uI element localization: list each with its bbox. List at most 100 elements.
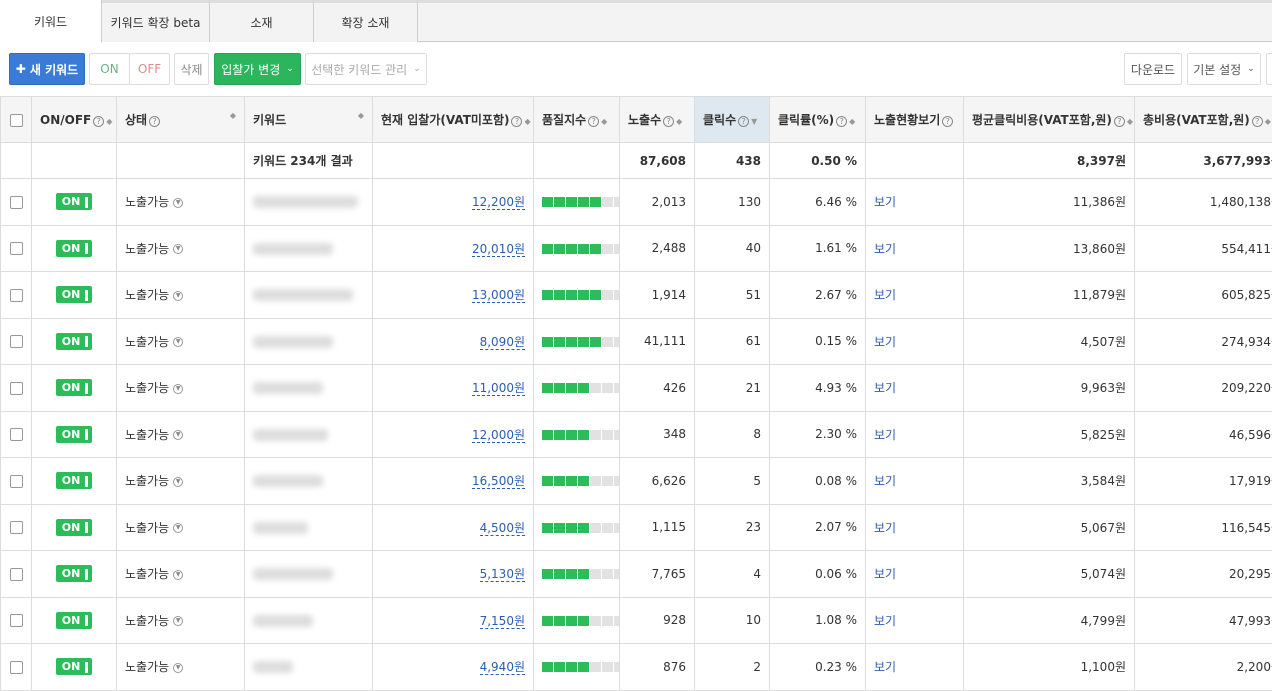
- chevron-down-circle-icon[interactable]: ▼: [173, 337, 183, 347]
- row-checkbox[interactable]: [10, 335, 23, 348]
- help-icon[interactable]: ?: [663, 116, 674, 127]
- view-link[interactable]: 보기: [874, 381, 896, 395]
- help-icon[interactable]: ?: [1252, 116, 1263, 127]
- tab-keyword-expansion[interactable]: 키워드 확장 beta: [102, 0, 210, 42]
- row-checkbox[interactable]: [10, 475, 23, 488]
- view-link[interactable]: 보기: [874, 521, 896, 535]
- column-header[interactable]: 평균클릭비용(VAT포함,원)?◆: [964, 97, 1135, 143]
- column-header[interactable]: 키워드◆: [245, 97, 373, 143]
- column-header[interactable]: 노출수?◆: [620, 97, 695, 143]
- onoff-toggle[interactable]: ON: [56, 193, 93, 210]
- sort-icon[interactable]: ◆: [358, 111, 364, 120]
- help-icon[interactable]: ?: [588, 116, 599, 127]
- row-select[interactable]: [1, 225, 32, 272]
- help-icon[interactable]: ?: [1114, 116, 1125, 127]
- bid-link[interactable]: 4,500원: [480, 521, 525, 536]
- bid-link[interactable]: 8,090원: [480, 335, 525, 350]
- row-checkbox[interactable]: [10, 568, 23, 581]
- help-icon[interactable]: ?: [149, 116, 160, 127]
- help-icon[interactable]: ?: [93, 116, 104, 127]
- chevron-down-circle-icon[interactable]: ▼: [173, 430, 183, 440]
- row-checkbox[interactable]: [10, 289, 23, 302]
- onoff-toggle[interactable]: ON: [56, 519, 93, 536]
- bid-link[interactable]: 16,500원: [472, 474, 525, 489]
- new-keyword-button[interactable]: ✚새 키워드: [9, 53, 85, 85]
- help-icon[interactable]: ?: [942, 116, 953, 127]
- row-select[interactable]: [1, 597, 32, 644]
- row-select[interactable]: [1, 272, 32, 319]
- view-link[interactable]: 보기: [874, 335, 896, 349]
- delete-button[interactable]: 삭제: [174, 53, 209, 85]
- chevron-down-circle-icon[interactable]: ▼: [173, 244, 183, 254]
- sort-icon[interactable]: ◆: [230, 111, 236, 120]
- row-select[interactable]: [1, 644, 32, 691]
- row-select[interactable]: [1, 411, 32, 458]
- row-checkbox[interactable]: [10, 382, 23, 395]
- tab-ad-creative[interactable]: 소재: [210, 0, 314, 42]
- view-link[interactable]: 보기: [874, 195, 896, 209]
- view-link[interactable]: 보기: [874, 428, 896, 442]
- row-checkbox[interactable]: [10, 521, 23, 534]
- more-button[interactable]: [1266, 53, 1272, 85]
- row-select[interactable]: [1, 551, 32, 598]
- onoff-toggle[interactable]: ON: [56, 472, 93, 489]
- chevron-down-circle-icon[interactable]: ▼: [173, 291, 183, 301]
- sort-icon[interactable]: ◆: [524, 117, 530, 126]
- column-header[interactable]: 품질지수?◆: [534, 97, 620, 143]
- column-header[interactable]: ON/OFF?◆: [32, 97, 117, 143]
- chevron-down-circle-icon[interactable]: ▼: [173, 198, 183, 208]
- sort-icon[interactable]: ◆: [676, 117, 682, 126]
- help-icon[interactable]: ?: [836, 116, 847, 127]
- onoff-toggle[interactable]: ON: [56, 426, 93, 443]
- on-button[interactable]: ON: [89, 53, 130, 85]
- onoff-toggle[interactable]: ON: [56, 333, 93, 350]
- bid-link[interactable]: 4,940원: [480, 660, 525, 675]
- bid-change-button[interactable]: 입찰가 변경⌄: [214, 53, 301, 85]
- row-select[interactable]: [1, 318, 32, 365]
- row-checkbox[interactable]: [10, 661, 23, 674]
- onoff-toggle[interactable]: ON: [56, 240, 93, 257]
- view-link[interactable]: 보기: [874, 614, 896, 628]
- bid-link[interactable]: 20,010원: [472, 242, 525, 257]
- help-icon[interactable]: ?: [511, 116, 522, 127]
- column-header[interactable]: 노출현황보기?: [866, 97, 964, 143]
- bid-link[interactable]: 13,000원: [472, 288, 525, 303]
- bid-link[interactable]: 12,200원: [472, 195, 525, 210]
- chevron-down-circle-icon[interactable]: ▼: [173, 663, 183, 673]
- help-icon[interactable]: ?: [738, 116, 749, 127]
- column-header[interactable]: 클릭수?▼: [695, 97, 770, 143]
- select-all-checkbox[interactable]: [10, 114, 23, 127]
- tab-keyword[interactable]: 키워드: [0, 0, 102, 43]
- view-link[interactable]: 보기: [874, 660, 896, 674]
- column-header[interactable]: 현재 입찰가(VAT미포함)?◆: [373, 97, 534, 143]
- chevron-down-circle-icon[interactable]: ▼: [173, 477, 183, 487]
- sort-icon[interactable]: ◆: [1265, 117, 1271, 126]
- column-header[interactable]: 상태?◆: [117, 97, 245, 143]
- row-select[interactable]: [1, 365, 32, 412]
- sort-icon[interactable]: ◆: [106, 117, 112, 126]
- bid-link[interactable]: 11,000원: [472, 381, 525, 396]
- tab-extension-creative[interactable]: 확장 소재: [314, 0, 418, 42]
- view-link[interactable]: 보기: [874, 242, 896, 256]
- bid-link[interactable]: 5,130원: [480, 567, 525, 582]
- sort-icon[interactable]: ◆: [601, 117, 607, 126]
- chevron-down-circle-icon[interactable]: ▼: [173, 570, 183, 580]
- onoff-toggle[interactable]: ON: [56, 612, 93, 629]
- view-link[interactable]: 보기: [874, 474, 896, 488]
- chevron-down-circle-icon[interactable]: ▼: [173, 616, 183, 626]
- row-select[interactable]: [1, 179, 32, 226]
- sort-icon[interactable]: ◆: [1127, 117, 1133, 126]
- row-checkbox[interactable]: [10, 196, 23, 209]
- row-select[interactable]: [1, 504, 32, 551]
- row-checkbox[interactable]: [10, 242, 23, 255]
- chevron-down-circle-icon[interactable]: ▼: [173, 523, 183, 533]
- row-checkbox[interactable]: [10, 428, 23, 441]
- onoff-toggle[interactable]: ON: [56, 286, 93, 303]
- manage-selected-button[interactable]: 선택한 키워드 관리⌄: [305, 53, 427, 85]
- chevron-down-circle-icon[interactable]: ▼: [173, 384, 183, 394]
- bid-link[interactable]: 12,000원: [472, 428, 525, 443]
- column-header[interactable]: 총비용(VAT포함,원)?◆: [1135, 97, 1272, 143]
- sort-desc-icon[interactable]: ▼: [751, 117, 757, 126]
- bid-link[interactable]: 7,150원: [480, 614, 525, 629]
- header-select-all[interactable]: [1, 97, 32, 143]
